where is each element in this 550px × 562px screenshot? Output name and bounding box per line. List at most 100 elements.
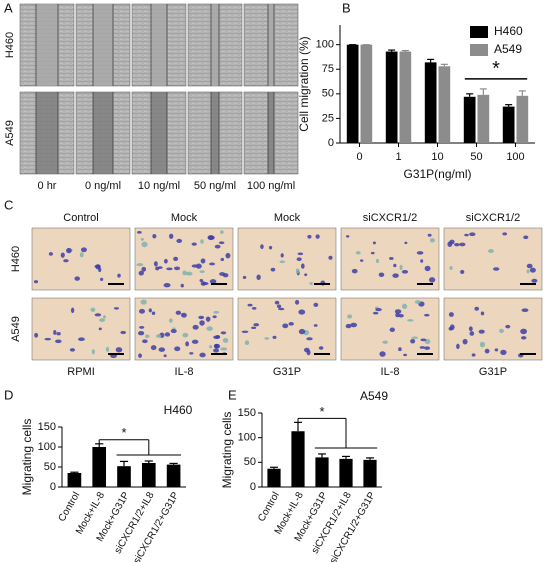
stained-cell	[95, 264, 101, 270]
y-tick-label: 0	[328, 137, 334, 149]
y-axis-label: Migrating cells	[220, 412, 234, 489]
x-tick-label: Control	[57, 490, 83, 523]
stained-cell	[218, 241, 225, 245]
stained-cell	[315, 234, 320, 239]
stained-cell	[140, 299, 147, 305]
stained-cell	[456, 343, 460, 349]
stained-cell	[268, 245, 273, 250]
stained-cell	[200, 281, 206, 286]
stained-cell	[521, 308, 529, 313]
panel-label: A	[4, 0, 13, 15]
stained-cell	[208, 235, 215, 240]
stained-cell	[214, 343, 219, 349]
stained-cell	[241, 330, 249, 334]
row-label: H460	[10, 246, 22, 272]
bar	[117, 466, 131, 487]
wound-gap	[36, 92, 58, 174]
x-tick-label: 1	[395, 151, 401, 163]
stained-cell	[53, 330, 57, 335]
stained-cell	[460, 269, 465, 274]
stained-cell	[272, 335, 277, 339]
column-label: 0 hr	[38, 180, 57, 192]
wound-gap	[211, 92, 219, 174]
stained-cell	[420, 338, 427, 342]
stained-cell	[278, 307, 285, 311]
stained-cell	[469, 331, 475, 336]
stained-cell	[345, 235, 350, 238]
stained-cell	[499, 328, 504, 334]
stained-cell	[242, 275, 247, 279]
stained-cell	[264, 337, 270, 340]
stained-cell	[529, 267, 536, 273]
panel-label: C	[4, 197, 13, 212]
x-tick-label: 50	[470, 151, 482, 163]
bar	[141, 463, 156, 487]
stained-cell	[209, 262, 216, 266]
stained-cell	[294, 299, 300, 305]
stained-cell	[213, 310, 220, 314]
stained-cell	[102, 315, 107, 319]
stained-cell	[531, 278, 538, 283]
stained-cell	[520, 328, 527, 335]
stained-cell	[392, 273, 399, 278]
stained-cell	[189, 352, 194, 355]
stained-cell	[389, 257, 394, 260]
bar	[360, 44, 373, 143]
stained-cell	[309, 282, 313, 285]
stained-cell	[152, 233, 157, 239]
stained-cell	[270, 267, 276, 272]
stained-cell	[428, 277, 436, 283]
micrograph	[237, 297, 337, 361]
y-tick-label: 50	[44, 461, 56, 473]
stained-cell	[416, 251, 424, 255]
x-tick-label: 0	[356, 151, 362, 163]
y-tick-label: 50	[322, 88, 334, 100]
stained-cell	[424, 313, 430, 317]
column-label: 100 ng/ml	[247, 180, 295, 192]
stained-cell	[192, 324, 199, 330]
wound-gap	[151, 4, 167, 86]
stained-cell	[372, 241, 376, 245]
stained-cell	[214, 244, 221, 249]
row-label: A549	[10, 316, 22, 342]
stained-cell	[301, 263, 305, 269]
stained-cell	[394, 309, 402, 314]
stained-cell	[209, 279, 217, 284]
bar	[291, 431, 305, 487]
stained-cell	[191, 242, 197, 246]
stained-cell	[410, 339, 416, 344]
stained-cell	[328, 255, 333, 260]
stained-cell	[494, 348, 499, 352]
stained-cell	[91, 349, 95, 355]
stained-cell	[379, 351, 386, 357]
stained-cell	[313, 302, 319, 307]
stained-cell	[462, 338, 468, 345]
bar	[339, 458, 353, 487]
row-label: H460	[4, 32, 16, 58]
micrograph	[237, 227, 337, 291]
stained-cell	[141, 241, 148, 248]
wound-gap	[211, 4, 219, 86]
stained-cell	[48, 252, 53, 256]
stained-cell	[200, 258, 206, 264]
stained-cell	[99, 318, 106, 322]
stained-cell	[139, 325, 145, 329]
chart-label: A549	[360, 389, 388, 403]
stained-cell	[63, 259, 69, 263]
stained-cell	[205, 316, 211, 322]
stained-cell	[523, 235, 529, 240]
stained-cell	[274, 300, 280, 305]
significance-star: *	[492, 58, 500, 80]
stained-cell	[181, 312, 187, 318]
stained-cell	[200, 239, 204, 244]
stained-cell	[222, 337, 229, 343]
stained-cell	[479, 341, 486, 348]
bar	[385, 51, 398, 143]
stained-cell	[520, 336, 527, 340]
stained-cell	[306, 349, 311, 356]
stained-cell	[502, 232, 508, 236]
stained-cell	[182, 332, 189, 338]
stained-cell	[459, 242, 466, 247]
stained-cell	[359, 259, 364, 262]
stained-cell	[142, 339, 148, 344]
